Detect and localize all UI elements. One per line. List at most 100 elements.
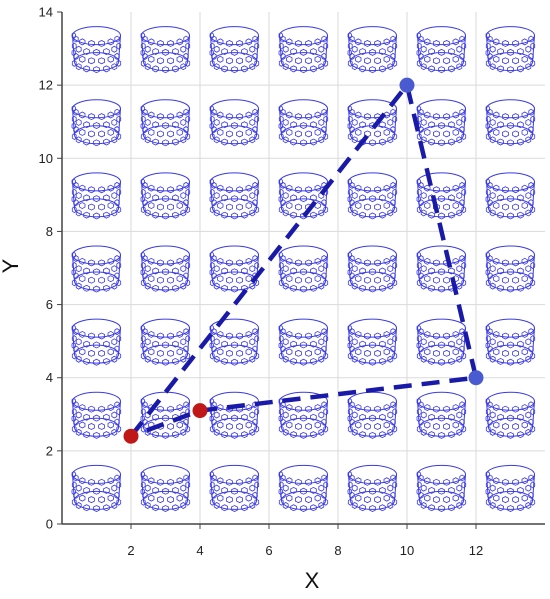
nanotube-hexagon [323, 206, 329, 214]
nanotube-hexagon [75, 265, 82, 273]
nanotube-hexagon [493, 421, 500, 429]
nanotube-hexagon [245, 404, 252, 412]
nanotube-hexagon [79, 202, 86, 210]
nanotube-hexagon [83, 211, 90, 219]
nanotube-hexagon [93, 268, 100, 276]
nanotube-right-wall [325, 35, 328, 62]
nanotube-right-wall [394, 35, 397, 62]
nanotube-hexagon [416, 335, 422, 343]
nanotube-hexagon [424, 111, 431, 119]
nanotube-hexagon [249, 338, 256, 346]
nanotube-hexagon [374, 40, 382, 47]
nanotube-left-wall [72, 35, 75, 62]
nanotube-hexagon [448, 138, 455, 146]
nanotube-hexagon [347, 408, 353, 416]
nanotube-hexagon [217, 494, 224, 502]
nanotube-hexagon [530, 59, 536, 67]
nanotube-hexagon [71, 206, 77, 214]
nanotube-hexagon [443, 405, 451, 413]
nanotube-hexagon [107, 421, 114, 429]
nanotube-hexagon [347, 352, 353, 360]
nanotube-right-wall [187, 35, 190, 62]
nanotube-hexagon [103, 267, 110, 275]
nanotube-hexagon [374, 349, 382, 357]
nanotube-hexagon [241, 357, 248, 365]
nanotube-bottom-ring [349, 344, 396, 364]
nanotube-icon [140, 26, 191, 74]
nanotube-hexagon [461, 115, 467, 123]
nanotube-hexagon [314, 184, 321, 192]
nanotube-hexagon [93, 431, 100, 439]
nanotube-hexagon [387, 192, 394, 200]
nanotube-hexagon [300, 122, 307, 129]
nanotube-hexagon [231, 268, 238, 276]
nanotube-icon [278, 99, 329, 147]
nanotube-hexagon [286, 421, 293, 429]
nanotube-hexagon [278, 279, 284, 287]
nanotube-icon [485, 245, 536, 293]
nanotube-hexagon [420, 209, 427, 217]
nanotube-hexagon [355, 404, 362, 412]
nanotube-hexagon [485, 408, 491, 416]
nanotube-hexagon [355, 275, 362, 283]
nanotube-icon [485, 26, 536, 74]
nanotube-hexagon [167, 405, 175, 413]
nanotube-hexagon [497, 413, 504, 421]
nanotube-hexagon [116, 206, 122, 214]
nanotube-hexagon [185, 425, 191, 433]
nanotube-right-wall [532, 474, 535, 501]
nanotube-hexagon [512, 259, 520, 267]
nanotube-hexagon [294, 405, 302, 413]
nanotube-hexagon [528, 108, 534, 116]
nanotube-hexagon [321, 401, 327, 409]
nanotube-hexagon [493, 494, 500, 502]
nanotube-hexagon [107, 202, 114, 210]
nanotube-hexagon [103, 194, 110, 202]
nanotube-hexagon [282, 136, 289, 144]
nanotube-hexagon [379, 357, 386, 365]
nanotube-hexagon [525, 192, 532, 200]
nanotube-hexagon [236, 40, 244, 47]
nanotube-hexagon [501, 405, 509, 413]
nanotube-hexagon [241, 121, 248, 129]
nanotube-hexagon [428, 121, 435, 129]
nanotube-hexagon [420, 118, 427, 126]
nanotube-hexagon [152, 340, 159, 348]
nanotube-hexagon [278, 261, 284, 270]
nanotube-hexagon [241, 413, 248, 421]
nanotube-hexagon [501, 423, 509, 430]
nanotube-hexagon [305, 332, 313, 340]
nanotube-hexagon [392, 352, 398, 360]
nanotube-hexagon [114, 108, 120, 116]
nanotube-hexagon [98, 276, 106, 284]
nanotube-hexagon [363, 113, 371, 121]
nanotube-bottom-ring [349, 198, 396, 218]
nanotube-hexagon [438, 212, 445, 220]
nanotube-hexagon [383, 128, 390, 136]
nanotube-hexagon [374, 478, 382, 486]
nanotube-hexagon [107, 184, 114, 192]
nanotube-hexagon [148, 477, 155, 485]
nanotube-hexagon [254, 133, 260, 141]
nanotube-hexagon [507, 487, 514, 495]
nanotube-motif-layer [71, 26, 536, 512]
nanotube-hexagon [512, 332, 520, 340]
nanotube-hexagon [183, 328, 189, 336]
nanotube-hexagon [107, 404, 114, 412]
nanotube-hexagon [114, 255, 120, 262]
nanotube-hexagon [359, 211, 366, 219]
nanotube-hexagon [512, 113, 520, 121]
nanotube-hexagon [493, 184, 500, 192]
nanotube-hexagon [148, 494, 155, 502]
nanotube-hexagon [501, 478, 509, 486]
nanotube-hexagon [156, 113, 164, 121]
nanotube-hexagon [497, 194, 504, 202]
nanotube-hexagon [176, 494, 183, 502]
nanotube-hexagon [501, 496, 509, 504]
nanotube-hexagon [507, 122, 514, 129]
nanotube-hexagon [363, 259, 371, 267]
nanotube-hexagon [355, 128, 362, 136]
nanotube-hexagon [87, 423, 95, 430]
nanotube-hexagon [497, 121, 504, 129]
nanotube-hexagon [221, 267, 228, 275]
